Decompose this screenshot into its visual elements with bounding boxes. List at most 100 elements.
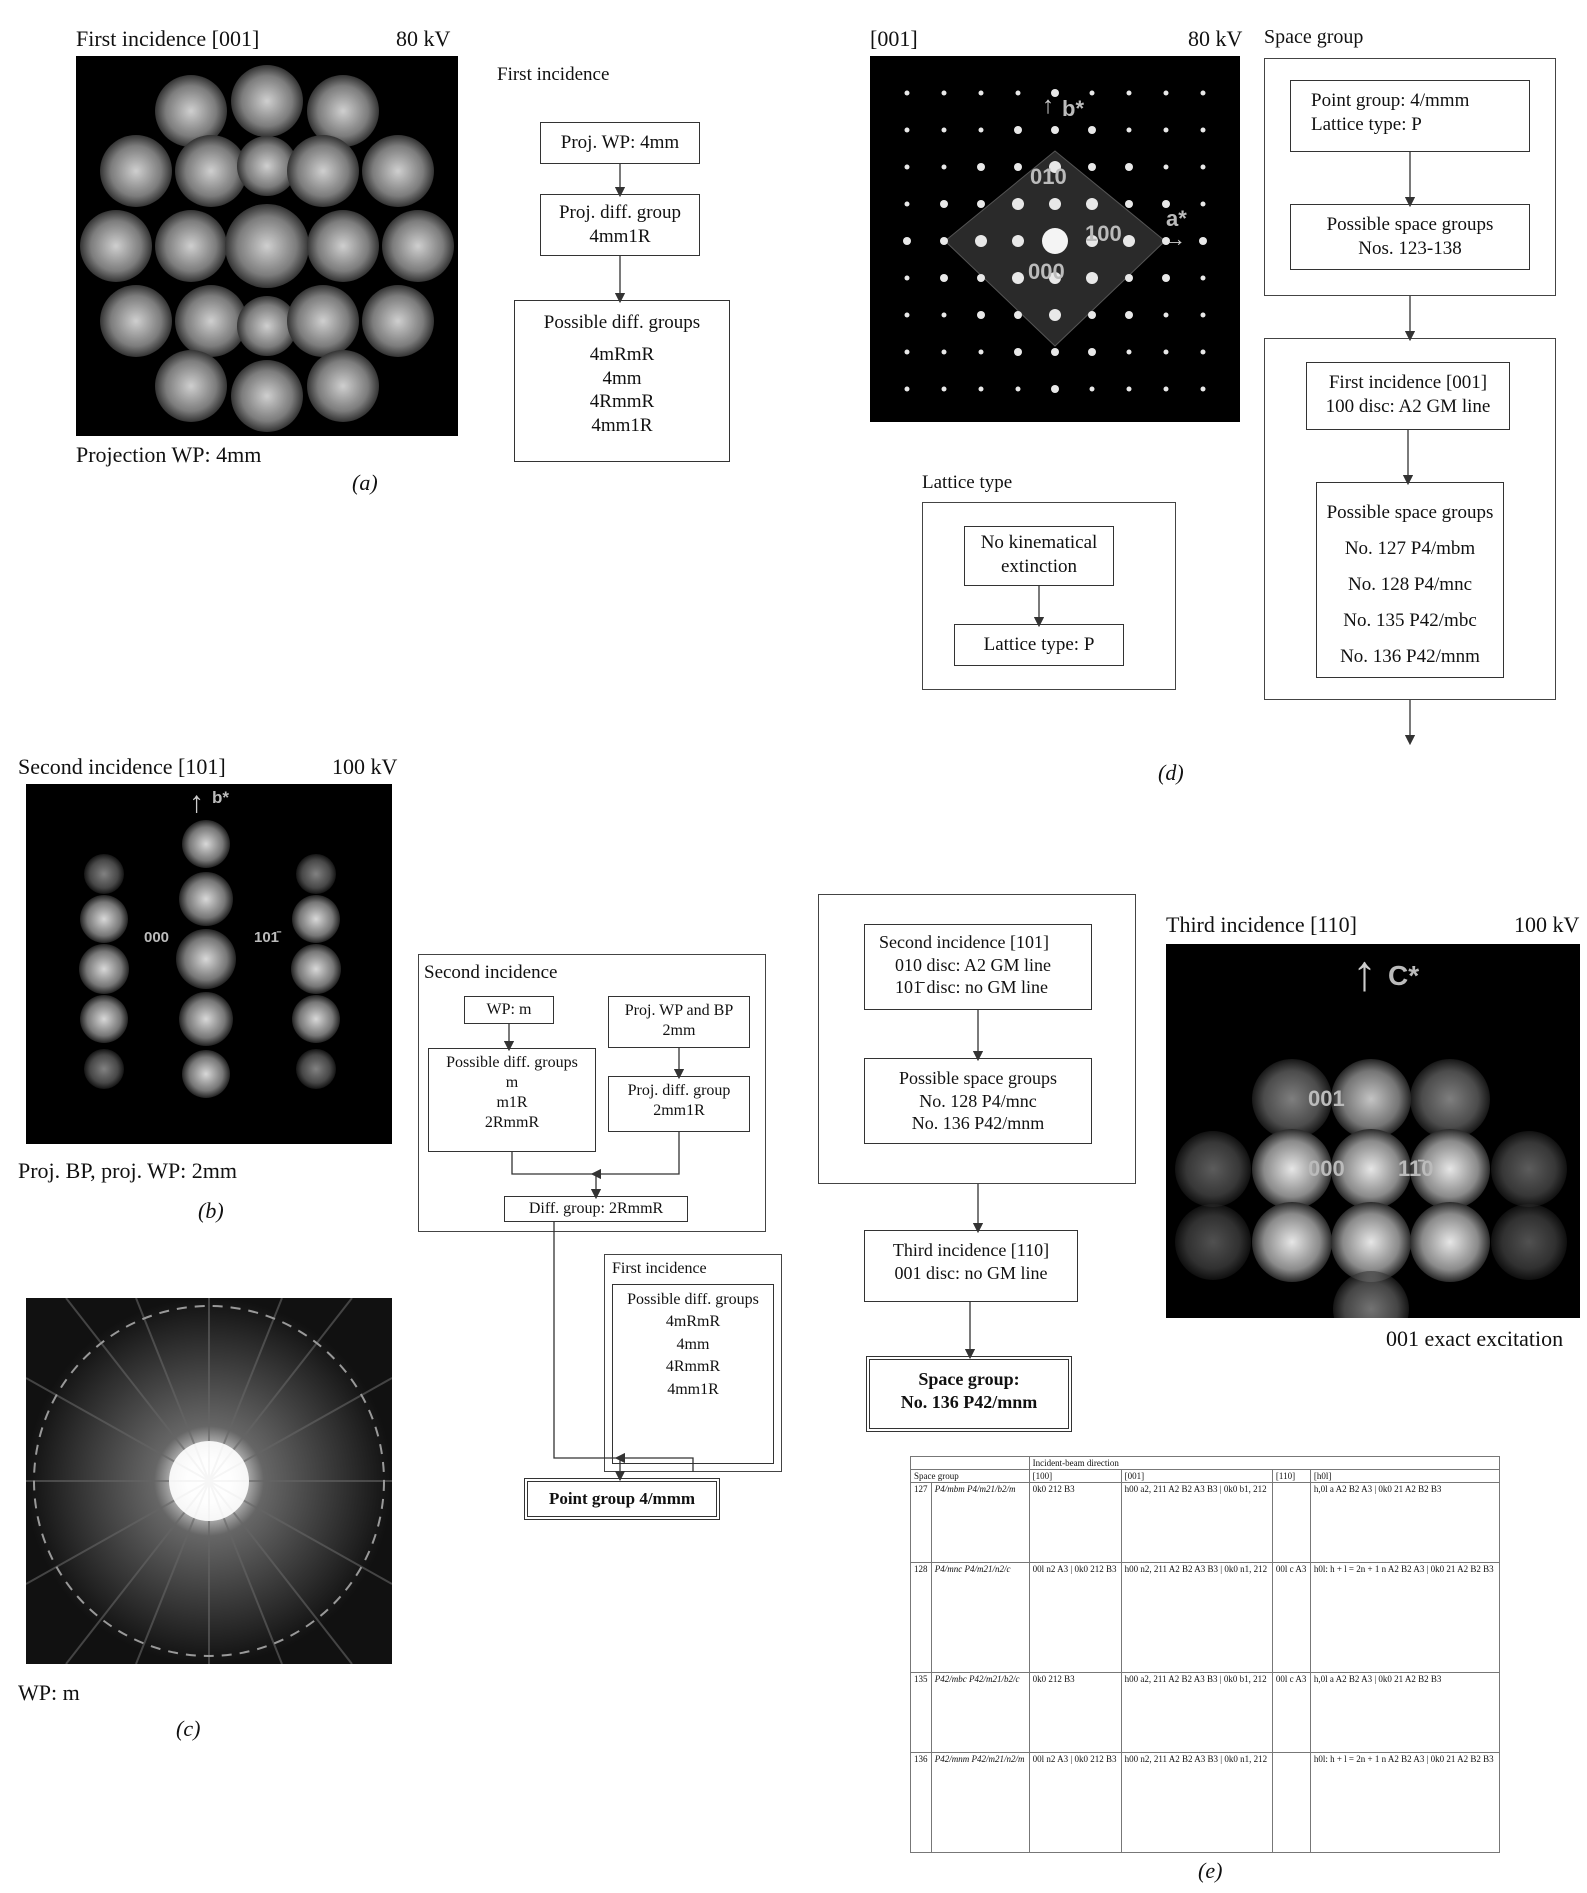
diffraction-spot: [940, 274, 948, 282]
space-group-result-box: Space group: No. 136 P42/mnm: [866, 1356, 1072, 1432]
table-cell-110: [1271, 1752, 1311, 1853]
diffraction-spot: [1163, 386, 1169, 392]
psg-range: Nos. 123-138: [1358, 237, 1462, 259]
table-row: 127 P4/mbm P4/m21/b2/m 0k0 212 B3 h00 a2…: [910, 1482, 1501, 1563]
diffraction-spot: [1049, 161, 1061, 173]
diffraction-spot: [1200, 386, 1206, 392]
second-incidence-title: Second incidence: [424, 962, 558, 983]
third-incidence-title: Third incidence [110]: [1166, 912, 1357, 937]
panel-e-spot-000: 000: [1308, 1156, 1345, 1181]
table-cell-001: h00 a2, 211 A2 B2 A3 B3 | 0k0 b1, 212: [1120, 1672, 1273, 1753]
proj-wp-bp-box: Proj. WP and BP 2mm: [608, 996, 750, 1048]
diffraction-spot: [1015, 90, 1021, 96]
panel-a-flow-title: First incidence: [497, 64, 610, 85]
panel-c-label: (c): [176, 1716, 201, 1741]
third-incidence-caption: 001 exact excitation: [1386, 1326, 1564, 1351]
panel-e-pattern-image: ↑ C* 001 000 11̄0: [1166, 944, 1580, 1318]
si-line1: Second incidence [101]: [879, 932, 1049, 952]
diffraction-spot: [1200, 312, 1206, 318]
table-col-001: [001]: [1120, 1469, 1273, 1483]
diffraction-spot: [904, 386, 910, 392]
diffraction-spot: [1200, 164, 1206, 170]
panel-d-spots: [903, 89, 1207, 393]
third-incidence-voltage: 100 kV: [1514, 912, 1580, 937]
diffraction-spot: [1162, 274, 1170, 282]
sg-line1: Space group:: [918, 1369, 1020, 1389]
psg2-title: Possible space groups: [1326, 502, 1494, 523]
point-group-result-box: Point group 4/mmm: [524, 1478, 720, 1520]
panel-a-caption: Projection WP: 4mm: [76, 442, 262, 467]
possible-item-b: 2RmmR: [484, 1114, 540, 1131]
diffraction-spot: [904, 275, 910, 281]
diffraction-spot: [904, 312, 910, 318]
diffraction-spot: [1200, 90, 1206, 96]
possible-item-b: m1R: [496, 1094, 528, 1111]
si-line3: 101̄ disc: no GM line: [895, 977, 1048, 997]
diffraction-spot: [941, 349, 947, 355]
diffraction-spot: [1199, 237, 1207, 245]
diffraction-spot: [941, 312, 947, 318]
first-incidence-title-b: First incidence: [612, 1260, 707, 1277]
diffraction-spot: [940, 237, 948, 245]
panel-d-spot-010: 010: [1030, 164, 1067, 189]
panel-c-pattern-image: [26, 1298, 392, 1664]
table-row: 136 P42/mnm P42/m21/n2/m 00l n2 A3 | 0k0…: [910, 1752, 1501, 1853]
arrow-right-icon: →: [1164, 226, 1186, 251]
diffraction-spot: [904, 127, 910, 133]
diffraction-spot: [1088, 163, 1096, 171]
panel-a-title: First incidence [001]: [76, 26, 260, 51]
diff-group-item: 4mRmR: [589, 343, 655, 365]
diffraction-spot: [978, 127, 984, 133]
fi-line1: First incidence [001]: [1328, 372, 1488, 393]
wp-m-box: WP: m: [464, 996, 554, 1024]
proj-wp-bp-line2: 2mm: [662, 1022, 696, 1039]
table-cell-110: 00l c A3: [1271, 1562, 1311, 1673]
diffraction-spot: [1051, 348, 1059, 356]
lattice-type-line: Lattice type: P: [1311, 113, 1422, 135]
possible-diff-groups-box-b: Possible diff. groups m m1R 2RmmR: [428, 1048, 596, 1152]
diffraction-spot: [1163, 127, 1169, 133]
table-cell-h0l: h0l: h + l = 2n + 1 n A2 B2 A3 | 0k0 21 …: [1309, 1562, 1501, 1673]
diffraction-spot: [1200, 275, 1206, 281]
panel-b-label: (b): [198, 1198, 224, 1223]
first-item: 4mm: [676, 1335, 710, 1353]
first-item: 4mRmR: [665, 1313, 721, 1331]
diffraction-spot: [977, 200, 985, 208]
first-possible-title: Possible diff. groups: [627, 1291, 759, 1308]
diffraction-spot: [1088, 126, 1096, 134]
table-cell-110: 00l c A3: [1271, 1672, 1311, 1753]
diffraction-spot: [1012, 198, 1024, 210]
table-row: 128 P4/mnc P4/m21/n2/c 00l n2 A3 | 0k0 2…: [910, 1562, 1501, 1673]
diffraction-spot: [1088, 311, 1096, 319]
possible-diff-groups-box: Possible diff. groups 4mRmR 4mm 4RmmR 4m…: [514, 300, 730, 462]
panel-b-pattern-image: ↑ b* 000 101̄: [26, 784, 392, 1144]
third-incidence-box: Third incidence [110] 001 disc: no GM li…: [864, 1230, 1078, 1302]
diffraction-spot: [1126, 90, 1132, 96]
panel-b-b-star: b*: [212, 788, 229, 807]
table-row: 135 P42/mbc P42/m21/b2/c 0k0 212 B3 h00 …: [910, 1672, 1501, 1753]
diffraction-spot: [1200, 127, 1206, 133]
nk-line2: extinction: [1001, 555, 1077, 577]
diffraction-spot: [977, 311, 985, 319]
panel-d-voltage: 80 kV: [1188, 26, 1243, 51]
proj-diff-group-line2: 4mm1R: [589, 225, 651, 247]
table-col-sg: Space group: [910, 1469, 1030, 1483]
panel-b-spot-000: 000: [144, 929, 170, 946]
panel-d-b-star: b*: [1062, 96, 1084, 121]
table-cell-h0l: h,0l a A2 B2 A3 | 0k0 21 A2 B2 B3: [1309, 1482, 1501, 1563]
diffraction-spot: [1126, 127, 1132, 133]
panel-b-title: Second incidence [101]: [18, 754, 226, 779]
panel-d-a-star: a*: [1166, 206, 1187, 231]
diffraction-spot: [1125, 311, 1133, 319]
lattice-type-title: Lattice type: [922, 472, 1013, 493]
table-col-100: [100]: [1028, 1469, 1122, 1483]
diffraction-spot: [978, 90, 984, 96]
diff-group-item: 4mm1R: [591, 415, 653, 436]
psg2-item: No. 128 P4/mnc: [1347, 574, 1473, 596]
table-header-top: Incident-beam direction: [1028, 1456, 1501, 1470]
sg-line2: No. 136 P42/mnm: [900, 1391, 1038, 1412]
first-item: 4mm1R: [667, 1380, 719, 1398]
diffraction-spot: [1051, 89, 1059, 97]
panel-c-kikuchi: [26, 1298, 392, 1664]
table-cell-100: 00l n2 A3 | 0k0 212 B3: [1028, 1752, 1122, 1853]
